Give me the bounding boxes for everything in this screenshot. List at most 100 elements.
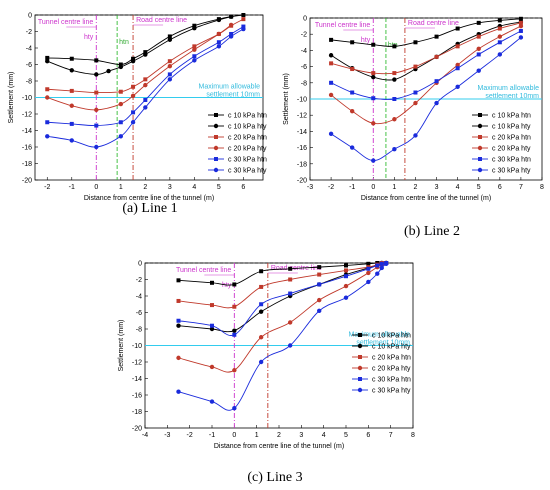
data-point [232, 304, 237, 309]
data-point [45, 95, 50, 100]
legend-label: c 20 kPa hty [492, 146, 531, 153]
series-0 [329, 16, 523, 49]
series-5 [328, 35, 524, 163]
data-point [94, 123, 99, 128]
x-tick-label: -2 [328, 184, 334, 191]
data-point [143, 105, 148, 110]
legend-marker [478, 135, 482, 139]
data-point [518, 28, 523, 33]
data-point [455, 44, 460, 49]
data-point [413, 40, 418, 45]
x-tick-label: 0 [232, 432, 236, 439]
x-tick-label: 1 [392, 184, 396, 191]
data-point [94, 58, 99, 63]
data-point [258, 309, 264, 314]
data-point [45, 55, 50, 60]
data-point [413, 100, 418, 106]
data-point [241, 17, 246, 22]
data-point [143, 77, 148, 82]
data-point [192, 54, 197, 59]
legend-label: c 10 kPa htn [492, 113, 531, 120]
data-point [232, 406, 237, 411]
data-point [392, 117, 397, 122]
data-point [455, 62, 460, 68]
data-point [371, 42, 376, 47]
series-3 [176, 260, 389, 373]
legend-marker [214, 135, 218, 139]
x-tick-label: -2 [44, 184, 50, 191]
x-tick-label: 6 [241, 184, 245, 191]
x-tick-label: 3 [168, 184, 172, 191]
data-point [384, 261, 389, 267]
y-tick-label: -18 [22, 161, 32, 168]
data-point [232, 328, 237, 333]
x-tick-label: -3 [164, 432, 170, 439]
data-point [434, 79, 439, 84]
data-point [317, 297, 322, 303]
data-point [328, 53, 334, 58]
x-tick-label: -1 [69, 184, 75, 191]
data-point [259, 284, 264, 289]
data-point [94, 90, 99, 95]
data-point [209, 326, 215, 332]
y-tick-label: -12 [22, 112, 32, 119]
data-point [176, 355, 181, 361]
data-point [130, 59, 136, 64]
data-point [45, 59, 50, 64]
data-point [94, 72, 99, 77]
tunnel-centre-label: Tunnel centre line [38, 19, 93, 26]
series-4 [329, 28, 523, 101]
legend-label: c 20 kPa hty [228, 146, 267, 153]
x-tick-label: 6 [498, 184, 502, 191]
data-point [216, 31, 222, 37]
data-point [232, 282, 237, 287]
max-settlement-label: Maximum allowable [349, 332, 411, 339]
legend-marker [357, 343, 363, 349]
legend-label: c 30 kPa hty [372, 388, 411, 395]
x-tick-label: -2 [187, 432, 193, 439]
legend-label: c 10 kPa htn [372, 333, 411, 340]
x-tick-label: 4 [192, 184, 196, 191]
series-line [47, 24, 232, 111]
data-point [143, 52, 148, 57]
y-tick-label: -14 [132, 376, 142, 383]
x-tick-label: -1 [209, 432, 215, 439]
data-point [371, 96, 376, 101]
y-tick-label: -20 [297, 178, 307, 185]
data-point [518, 35, 524, 40]
data-point [371, 121, 376, 126]
data-point [476, 52, 481, 57]
max-settlement-value: settlement 10mm [485, 93, 539, 100]
data-point [176, 318, 181, 323]
data-point [130, 120, 136, 125]
y-tick-label: -10 [132, 343, 142, 350]
legend-label: c 20 kPa htn [492, 135, 531, 142]
chart-line3: 0-2-4-6-8-10-12-14-16-18-20-4 -3 -2 -1 0 1 2 3 4… [118, 261, 415, 486]
data-point [167, 37, 173, 42]
data-point [328, 92, 334, 98]
data-point [413, 64, 418, 69]
data-point [131, 110, 136, 115]
data-point [69, 68, 74, 73]
data-point [317, 272, 322, 277]
data-point [497, 40, 502, 45]
data-point [209, 364, 215, 370]
y-tick-label: -14 [22, 128, 32, 135]
x-tick-label: 6 [366, 432, 370, 439]
data-point [317, 308, 322, 314]
y-tick-label: 0 [28, 13, 32, 20]
road-centre-label: Road centre line [136, 17, 187, 24]
data-point [167, 34, 172, 39]
chart-line1: 0-2-4-6-8-10-12-14-16-18-20-2 -1 0 1 2 3 4 5 6Di… [8, 13, 267, 217]
data-point [167, 72, 172, 77]
data-point [118, 134, 124, 139]
data-point [350, 67, 355, 72]
data-point [192, 26, 197, 31]
data-point [216, 44, 222, 49]
data-point [216, 17, 222, 23]
data-point [167, 59, 172, 64]
y-tick-label: -12 [132, 360, 142, 367]
y-tick-label: -18 [297, 161, 307, 168]
data-point [176, 278, 181, 283]
